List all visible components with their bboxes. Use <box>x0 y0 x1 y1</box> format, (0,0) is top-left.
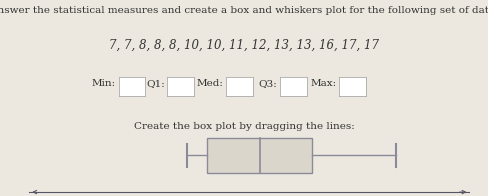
Text: Create the box plot by dragging the lines:: Create the box plot by dragging the line… <box>134 122 354 131</box>
Text: Med:: Med: <box>197 79 223 88</box>
Text: Answer the statistical measures and create a box and whiskers plot for the follo: Answer the statistical measures and crea… <box>0 6 488 15</box>
Text: 7, 7, 8, 8, 8, 10, 10, 11, 12, 13, 13, 16, 17, 17: 7, 7, 8, 8, 8, 10, 10, 11, 12, 13, 13, 1… <box>109 39 379 52</box>
Text: Q3:: Q3: <box>258 79 277 88</box>
Text: Min:: Min: <box>92 79 116 88</box>
Text: Q1:: Q1: <box>146 79 164 88</box>
Text: Max:: Max: <box>309 79 336 88</box>
Bar <box>207 138 312 173</box>
